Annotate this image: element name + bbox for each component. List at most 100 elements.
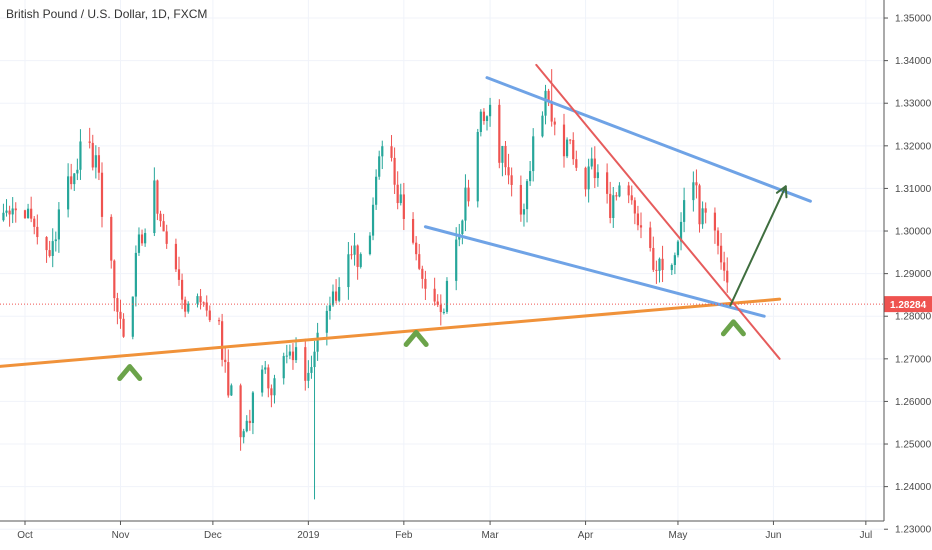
candle-body	[334, 291, 338, 301]
x-tick-label: May	[669, 530, 688, 541]
candle-body	[270, 388, 273, 396]
candle-body	[692, 182, 695, 201]
candle-body	[544, 90, 547, 116]
candle-body	[411, 218, 415, 243]
candle-body	[328, 305, 332, 311]
y-tick-label: 1.27000	[895, 354, 932, 365]
current-price-line: 1.28284	[0, 296, 932, 313]
candle-body	[704, 208, 707, 213]
chevron-up-icon	[720, 319, 746, 337]
candle-body	[519, 184, 522, 215]
candle-body	[313, 351, 316, 368]
candle-body	[174, 243, 178, 270]
candle-body	[393, 157, 396, 185]
candle-body	[415, 242, 418, 255]
candle-body	[587, 166, 590, 190]
candle-body	[316, 332, 319, 352]
candle-body	[144, 233, 147, 244]
candle-body	[51, 241, 54, 256]
candle-body	[79, 141, 82, 170]
candle-body	[291, 351, 295, 361]
candle-body	[658, 258, 661, 271]
y-tick-label: 1.32000	[895, 141, 932, 152]
candle-body	[304, 347, 307, 381]
candle-body	[713, 212, 717, 231]
x-tick-label: Jul	[859, 530, 872, 541]
candle-body	[381, 146, 384, 157]
candle-body	[639, 225, 643, 228]
candle-body	[501, 145, 504, 163]
support-markers	[117, 319, 746, 382]
y-tick-label: 1.24000	[895, 482, 932, 493]
candle-body	[368, 235, 372, 255]
projection-arrow-line	[729, 185, 787, 307]
candle-body	[488, 104, 492, 117]
candle-body	[562, 124, 566, 157]
candle-body	[331, 291, 335, 306]
candle-body	[378, 156, 381, 177]
candle-body	[455, 239, 458, 281]
y-tick-label: 1.33000	[895, 99, 932, 110]
candle-body	[242, 431, 245, 438]
y-tick-label: 1.29000	[895, 269, 932, 280]
y-tick-label: 1.34000	[895, 56, 932, 67]
candle-body	[310, 367, 313, 373]
candle-body	[375, 176, 378, 205]
candle-body	[701, 208, 704, 225]
candle-body	[698, 185, 701, 225]
candle-body	[5, 210, 8, 213]
y-tick-label: 1.26000	[895, 397, 932, 408]
candle-body	[498, 104, 501, 163]
candle-body	[221, 321, 224, 360]
channel-upper-line	[485, 76, 812, 203]
candle-body	[572, 139, 575, 160]
candle-body	[359, 254, 362, 267]
candle-body	[14, 208, 17, 211]
candle-body	[467, 187, 470, 202]
candle-body	[529, 171, 532, 182]
candle-body	[464, 187, 467, 221]
candle-body	[676, 241, 680, 256]
candle-body	[596, 172, 599, 179]
x-tick-label: Apr	[578, 530, 594, 541]
candle-body	[618, 185, 621, 197]
candle-body	[122, 318, 125, 337]
candle-body	[418, 254, 421, 269]
candle-body	[522, 209, 526, 215]
candle-body	[399, 194, 402, 204]
candle-body	[525, 181, 529, 210]
candle-body	[180, 279, 184, 300]
candle-body	[673, 255, 676, 265]
y-tick-label: 1.25000	[895, 440, 932, 451]
candle-body	[550, 101, 553, 122]
arrowhead-icon	[775, 185, 788, 199]
chart-grid	[0, 0, 884, 530]
candle-body	[208, 310, 211, 321]
candle-body	[248, 420, 251, 424]
candle-body	[67, 176, 70, 210]
chart-title: British Pound / U.S. Dollar, 1D, FXCM	[6, 7, 208, 21]
trendlines	[0, 63, 812, 368]
candle-body	[205, 302, 208, 311]
x-tick-label: 2019	[297, 530, 320, 541]
orange-support-line	[0, 297, 782, 368]
candle-body	[436, 301, 439, 305]
candle-body	[288, 351, 291, 356]
candle-body	[652, 247, 655, 270]
candle-body	[307, 372, 310, 381]
candle-body	[94, 155, 97, 168]
candle-body	[217, 320, 221, 322]
candle-body	[541, 115, 544, 137]
candle-body	[433, 288, 436, 302]
x-tick-label: Jun	[765, 530, 781, 541]
candle-body	[184, 299, 187, 312]
candle-body	[261, 369, 264, 393]
red-falling-line	[535, 63, 781, 360]
candle-body	[45, 237, 48, 251]
candle-body	[504, 145, 507, 168]
candle-body	[2, 212, 5, 221]
candle-body	[91, 142, 94, 168]
y-axis: 1.23000 1.24000 1.25000 1.26000 1.27000 1.280…	[883, 0, 932, 536]
candle-body	[294, 347, 298, 361]
x-tick-label: Oct	[17, 530, 33, 541]
